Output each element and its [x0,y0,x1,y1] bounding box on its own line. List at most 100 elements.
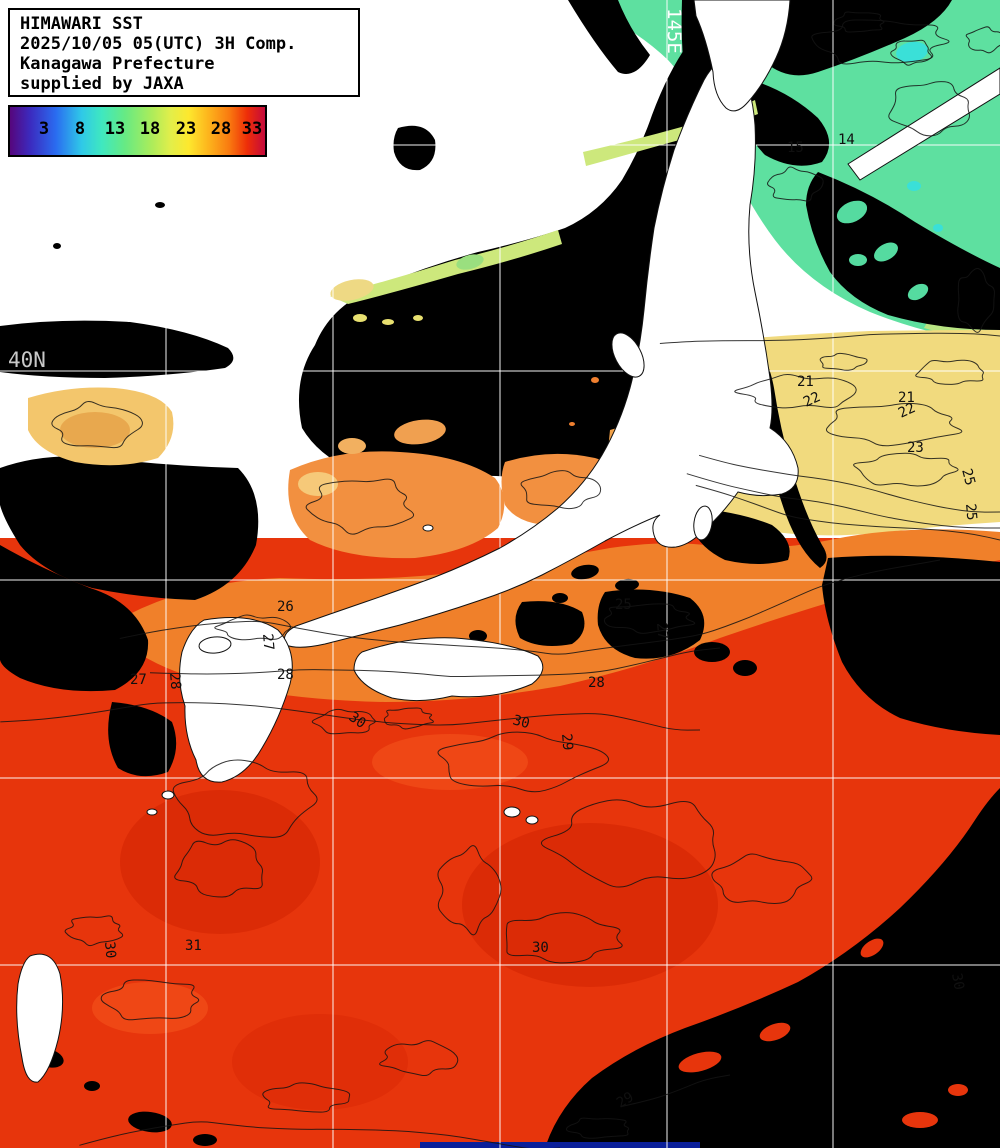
contour-label-29: 29 [614,1089,637,1111]
region-land-jeju [198,636,232,654]
region-patch-cyan-2 [933,224,943,232]
region-sea-red-dark-1 [120,790,320,934]
contour-label-30: 30 [511,712,531,732]
region-land-islet-2 [146,808,158,816]
contour-label-27: 27 [130,672,147,688]
contour-label-28: 28 [166,672,183,690]
contour-label-23: 23 [907,440,924,456]
region-cloud-seto-3 [694,642,730,662]
region-patch-green-mottle-3 [907,283,929,301]
sst-contour-line [698,454,1000,513]
region-cloud-topleft-speck-2 [53,243,61,249]
sst-contour-line [686,473,1000,529]
region-land-izu [693,505,713,541]
region-speck-red-br-4 [902,1112,938,1128]
region-cloud-bottomleft-4 [193,1134,217,1146]
region-sea-red-dark-2 [462,823,718,987]
region-strip-navy-bottom [420,1142,700,1148]
sst-contour-loop [957,268,995,333]
region-cloud-right-middle [822,555,1000,735]
contour-label-27: 27 [259,633,276,651]
region-speck-red-br-3 [860,938,884,958]
sst-contour-loop [541,799,716,888]
sst-contour-loop [437,845,502,936]
longitude-label-145e: 145E [663,8,685,54]
region-speck-red-br-5 [948,1084,968,1096]
contour-label-31: 31 [185,938,202,954]
region-cloud-kyushu-west [108,702,177,777]
sst-contour-line [695,484,1000,541]
region-cloud-southcoast-3 [552,593,568,603]
contour-label-29: 29 [558,733,575,751]
contour-label-21: 21 [797,374,814,390]
sst-contour-loop [305,478,415,535]
region-patch-cyan-1 [907,181,921,191]
region-land-taiwan [16,953,64,1083]
title-box: HIMAWARI SST 2025/10/05 05(UTC) 3H Comp. K… [8,8,360,97]
sst-contour-loop [811,19,950,65]
sst-contour-loop [965,26,1000,54]
region-speck-yellow-1 [353,314,367,322]
region-land-islet-1 [161,790,175,800]
region-land-oki [422,524,434,532]
sst-contour-loop [603,603,696,634]
title-line-4: supplied by JAXA [20,74,184,94]
contour-label-30: 30 [101,941,118,959]
title-line-1: HIMAWARI SST [20,14,143,34]
region-cloud-seto-5 [469,630,487,642]
region-land-kyushu [179,617,293,783]
region-patch-green-mottle-4 [849,254,867,266]
contour-label-30: 30 [346,709,369,732]
contour-label-21: 21 [898,390,915,406]
contour-label-28: 28 [588,675,605,691]
region-speck-red-br-1 [678,1051,722,1073]
region-sea-red-light-2 [92,982,208,1034]
temperature-colorbar: 3 8 13 18 23 28 33 [8,105,267,157]
sst-contour-loop [64,915,124,947]
region-land-islet-4 [525,815,539,825]
region-cloud-southcoast-1 [571,564,599,580]
colorbar-tick-23: 23 [175,119,197,139]
contour-label-30: 30 [532,940,549,956]
sst-contour-line [659,332,1000,344]
region-cloud-bottom-right [545,788,1000,1148]
region-land-islet-3 [503,806,521,818]
contour-label-15: 15 [787,140,804,156]
colorbar-tick-3: 3 [38,119,50,139]
region-streak-green-bit [456,254,484,270]
sst-contour-line [620,1074,731,1108]
sst-contour-loop [766,166,824,202]
sst-contour-loop [711,853,813,904]
title-line-2: 2025/10/05 05(UTC) 3H Comp. [20,34,297,54]
region-cloud-se-of-oshima [742,80,830,166]
sst-contour-loop [214,614,292,641]
region-speck-red-br-2 [759,1022,791,1042]
colorbar-tick-13: 13 [104,119,126,139]
sst-contour-loop [437,731,610,793]
region-patch-green-mottle-1 [836,200,868,224]
title-line-3: Kanagawa Prefecture [20,54,215,74]
sst-contour-loop [819,352,868,371]
contour-label-14: 14 [838,132,855,148]
sst-contour-line [119,559,941,655]
contour-label-22: 22 [896,400,918,422]
sst-contour-line [149,647,721,678]
region-sea-red-light-1 [372,734,528,790]
region-cloud-bottomleft-3 [84,1081,100,1091]
colorbar-tick-28: 28 [210,119,232,139]
region-patch-orange-soj-4 [338,438,366,454]
sst-contour-loop [888,81,970,137]
colorbar-tick-33: 33 [241,119,263,139]
sst-contour-loop [51,401,143,449]
region-patch-green-mottle-2 [874,242,898,262]
region-patch-orange-soj-3 [394,419,446,445]
contour-label-22: 22 [801,389,823,411]
region-speck-orange-1 [591,377,599,383]
contour-label-26: 26 [277,599,294,615]
sst-contour-loop [172,759,318,838]
region-speck-orange-2 [569,422,575,426]
contour-label-28: 28 [277,667,294,683]
sst-contour-loop [379,1040,459,1077]
region-cloud-izu-east [692,508,790,564]
